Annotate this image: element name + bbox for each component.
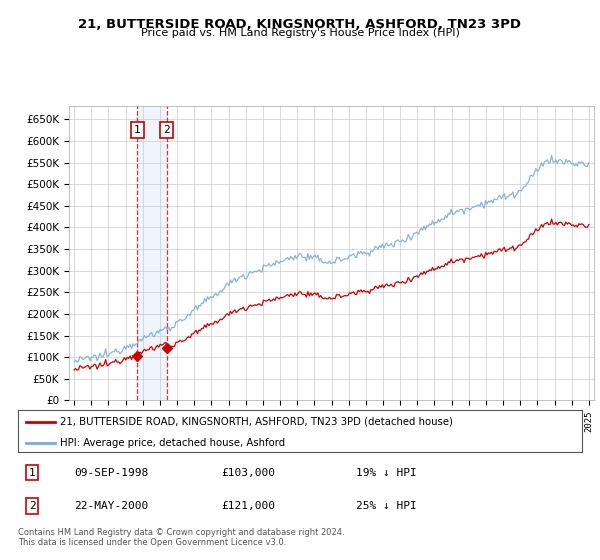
Text: 25% ↓ HPI: 25% ↓ HPI bbox=[356, 501, 417, 511]
Text: Price paid vs. HM Land Registry's House Price Index (HPI): Price paid vs. HM Land Registry's House … bbox=[140, 28, 460, 38]
Text: 19% ↓ HPI: 19% ↓ HPI bbox=[356, 468, 417, 478]
Text: 1: 1 bbox=[29, 468, 35, 478]
Text: 21, BUTTERSIDE ROAD, KINGSNORTH, ASHFORD, TN23 3PD (detached house): 21, BUTTERSIDE ROAD, KINGSNORTH, ASHFORD… bbox=[60, 417, 454, 427]
Text: 1: 1 bbox=[134, 125, 141, 135]
Text: £103,000: £103,000 bbox=[221, 468, 275, 478]
Text: HPI: Average price, detached house, Ashford: HPI: Average price, detached house, Ashf… bbox=[60, 438, 286, 447]
Text: £121,000: £121,000 bbox=[221, 501, 275, 511]
Text: Contains HM Land Registry data © Crown copyright and database right 2024.
This d: Contains HM Land Registry data © Crown c… bbox=[18, 528, 344, 547]
Text: 2: 2 bbox=[163, 125, 170, 135]
Bar bbox=[137, 106, 167, 400]
Text: 2: 2 bbox=[29, 501, 35, 511]
Text: 22-MAY-2000: 22-MAY-2000 bbox=[74, 501, 149, 511]
Text: 09-SEP-1998: 09-SEP-1998 bbox=[74, 468, 149, 478]
Text: 21, BUTTERSIDE ROAD, KINGSNORTH, ASHFORD, TN23 3PD: 21, BUTTERSIDE ROAD, KINGSNORTH, ASHFORD… bbox=[79, 18, 521, 31]
